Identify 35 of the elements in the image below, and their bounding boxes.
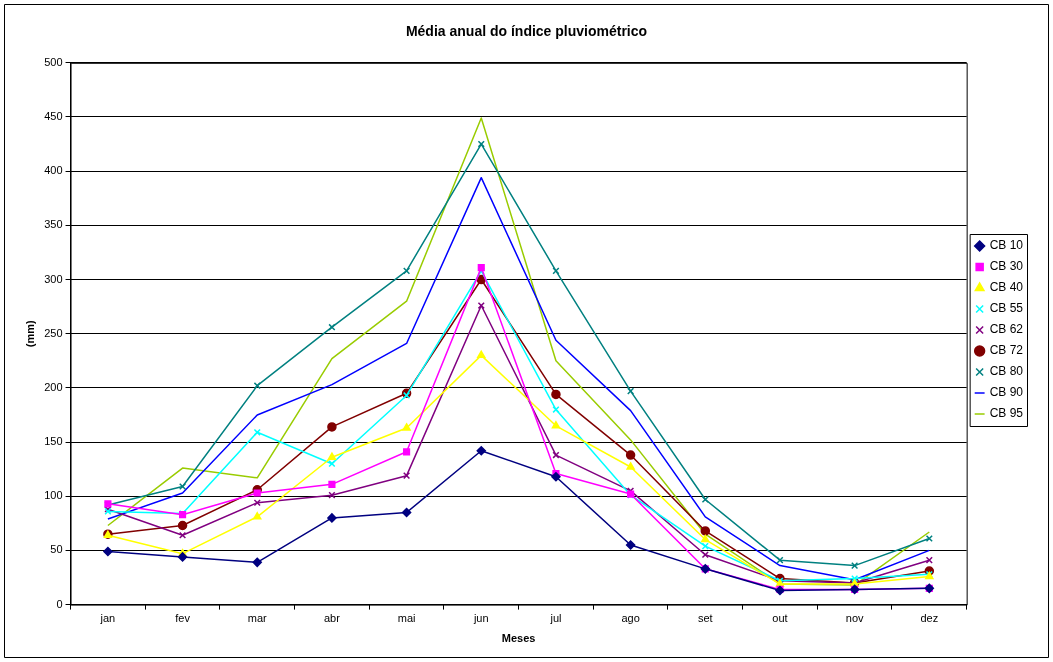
x-tick-label: mar [247, 612, 268, 625]
y-tick-label: 400 [44, 164, 63, 177]
x-tick-label: fev [175, 612, 191, 625]
y-axis-title: (mm) [23, 319, 36, 348]
x-tick-label: jan [99, 612, 116, 625]
legend-label: CB 72 [989, 343, 1024, 358]
legend-label: CB 90 [989, 385, 1024, 400]
x-tick-label: dez [920, 612, 939, 625]
x-tick-label: jul [549, 612, 562, 625]
y-tick-label: 0 [56, 597, 63, 610]
y-tick-label: 150 [44, 435, 63, 448]
x-axis-title: Meses [501, 632, 536, 645]
x-tick-label: jun [472, 612, 489, 625]
y-tick-label: 100 [44, 489, 63, 502]
x-tick-label: set [697, 612, 713, 625]
chart-title: Média anual do índice pluviométrico [405, 23, 648, 40]
legend-label: CB 95 [989, 406, 1024, 421]
x-tick-label: nov [845, 612, 864, 625]
legend-label: CB 40 [989, 280, 1024, 295]
x-tick-label: abr [323, 612, 341, 625]
legend-label: CB 55 [989, 301, 1024, 316]
x-tick-label: out [772, 612, 788, 625]
y-tick-label: 200 [44, 380, 63, 393]
legend-label: CB 62 [989, 322, 1024, 337]
y-tick-label: 50 [50, 543, 63, 556]
y-tick-label: 250 [44, 326, 63, 339]
legend-label: CB 80 [989, 364, 1024, 379]
y-tick-label: 350 [44, 218, 63, 231]
y-tick-label: 450 [44, 110, 63, 123]
legend-label: CB 10 [989, 238, 1024, 253]
x-tick-label: ago [621, 612, 640, 625]
y-tick-label: 500 [44, 55, 63, 68]
legend-label: CB 30 [989, 259, 1024, 274]
x-tick-label: mai [397, 612, 416, 625]
y-tick-label: 300 [44, 272, 63, 285]
